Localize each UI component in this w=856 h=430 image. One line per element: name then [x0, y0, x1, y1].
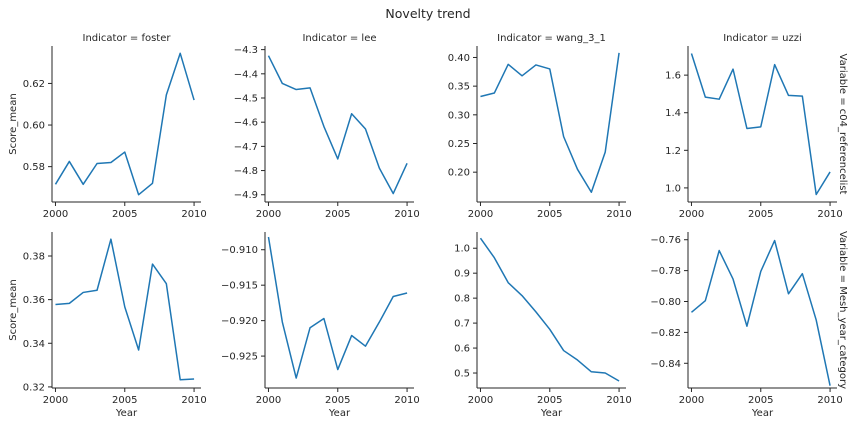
series-line — [690, 239, 831, 386]
x-tick-label: 2010 — [606, 395, 631, 406]
x-tick-label: 2010 — [606, 209, 631, 220]
y-tick-label: 0.25 — [448, 139, 470, 150]
y-tick-label: 0.34 — [23, 339, 45, 350]
y-tick-label: −0.920 — [221, 316, 258, 327]
y-tick-label: −0.78 — [650, 266, 681, 277]
y-tick-label: 0.58 — [23, 162, 45, 173]
y-tick-label: 0.32 — [23, 382, 45, 393]
figure-title: Novelty trend — [385, 6, 470, 21]
y-tick-label: −4.8 — [234, 166, 258, 177]
panel-title: Indicator = uzzi — [723, 33, 802, 44]
y-tick-label: 0.20 — [448, 168, 470, 179]
row-label: Variable = c04_referencelist — [837, 54, 848, 195]
x-tick-label: 2000 — [43, 209, 68, 220]
series-line — [267, 55, 408, 195]
x-tick-label: 2000 — [679, 209, 704, 220]
y-axis-label: Score_mean — [8, 93, 19, 154]
y-tick-label: 0.6 — [454, 344, 470, 355]
series-line — [55, 238, 195, 381]
x-tick-label: 2005 — [112, 395, 137, 406]
y-tick-label: 0.35 — [448, 82, 470, 93]
y-tick-label: 0.40 — [448, 53, 470, 64]
y-tick-label: 1.0 — [665, 183, 681, 194]
y-tick-label: 0.38 — [23, 252, 45, 263]
x-tick-label: 2010 — [817, 395, 842, 406]
panel-title: Indicator = wang_3_1 — [497, 33, 606, 44]
y-tick-label: −0.76 — [650, 235, 681, 246]
y-tick-label: 0.8 — [454, 294, 470, 305]
x-tick-label: 2010 — [181, 209, 206, 220]
y-tick-label: −4.4 — [234, 69, 258, 80]
x-tick-label: 2010 — [817, 209, 842, 220]
x-tick-label: 2005 — [325, 209, 350, 220]
y-tick-label: −4.6 — [234, 118, 258, 129]
series-line — [479, 237, 620, 382]
x-tick-label: 2000 — [256, 209, 281, 220]
x-axis-label: Year — [115, 408, 138, 419]
y-tick-label: −0.80 — [650, 297, 681, 308]
y-tick-label: 0.30 — [448, 110, 470, 121]
x-tick-label: 2000 — [468, 395, 493, 406]
x-tick-label: 2000 — [468, 209, 493, 220]
y-tick-label: 0.36 — [23, 295, 45, 306]
x-tick-label: 2005 — [748, 395, 773, 406]
y-tick-label: 1.0 — [454, 244, 470, 255]
x-tick-label: 2005 — [537, 395, 562, 406]
y-tick-label: 0.62 — [23, 79, 45, 90]
y-tick-label: 1.2 — [665, 146, 681, 157]
x-tick-label: 2010 — [181, 395, 206, 406]
y-tick-label: −0.915 — [221, 281, 258, 292]
y-tick-label: −4.5 — [234, 94, 258, 105]
x-tick-label: 2010 — [394, 209, 419, 220]
y-tick-label: 1.4 — [665, 108, 681, 119]
y-tick-label: −0.82 — [650, 328, 681, 339]
y-tick-label: 0.60 — [23, 121, 45, 132]
y-tick-label: −4.3 — [234, 45, 258, 56]
x-tick-label: 2005 — [537, 209, 562, 220]
y-tick-label: 0.7 — [454, 319, 470, 330]
y-tick-label: −0.910 — [221, 245, 258, 256]
y-tick-label: −0.84 — [650, 359, 681, 370]
series-line — [690, 53, 831, 196]
y-tick-label: −4.9 — [234, 190, 258, 201]
y-tick-label: 0.9 — [454, 269, 470, 280]
x-tick-label: 2010 — [394, 395, 419, 406]
x-axis-label: Year — [328, 408, 351, 419]
x-tick-label: 2005 — [112, 209, 137, 220]
x-tick-label: 2000 — [43, 395, 68, 406]
y-axis-label: Score_mean — [8, 279, 19, 340]
x-axis-label: Year — [751, 408, 774, 419]
series-line — [267, 236, 408, 379]
row-label: Variable = Mesh_year_category — [837, 231, 848, 389]
series-line — [54, 52, 195, 196]
panel-title: Indicator = lee — [302, 33, 376, 44]
x-tick-label: 2005 — [748, 209, 773, 220]
x-tick-label: 2000 — [256, 395, 281, 406]
y-tick-label: 0.5 — [454, 369, 470, 380]
x-tick-label: 2005 — [325, 395, 350, 406]
series-line — [480, 52, 620, 193]
y-tick-label: −0.925 — [221, 352, 258, 363]
y-tick-label: −4.7 — [234, 142, 258, 153]
panel-title: Indicator = foster — [83, 33, 172, 44]
y-tick-label: 1.6 — [665, 71, 681, 82]
x-axis-label: Year — [540, 408, 563, 419]
x-tick-label: 2000 — [679, 395, 704, 406]
